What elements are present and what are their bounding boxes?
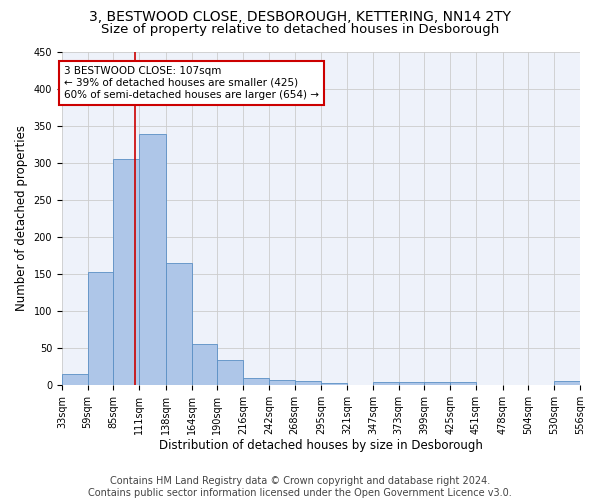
Bar [62,374,88,385]
Bar [113,159,139,385]
Bar [269,380,295,385]
Text: Size of property relative to detached houses in Desborough: Size of property relative to detached ho… [101,22,499,36]
Bar [322,382,347,385]
Bar [295,381,322,385]
Bar [399,382,424,385]
Bar [554,381,580,385]
Text: 3 BESTWOOD CLOSE: 107sqm
← 39% of detached houses are smaller (425)
60% of semi-: 3 BESTWOOD CLOSE: 107sqm ← 39% of detach… [64,66,319,100]
Y-axis label: Number of detached properties: Number of detached properties [15,125,28,311]
Bar [166,262,191,385]
Text: Contains HM Land Registry data © Crown copyright and database right 2024.
Contai: Contains HM Land Registry data © Crown c… [88,476,512,498]
Bar [243,378,269,385]
Bar [139,134,166,385]
Bar [424,382,450,385]
Bar [450,382,476,385]
Bar [88,272,113,385]
X-axis label: Distribution of detached houses by size in Desborough: Distribution of detached houses by size … [159,440,483,452]
Text: 3, BESTWOOD CLOSE, DESBOROUGH, KETTERING, NN14 2TY: 3, BESTWOOD CLOSE, DESBOROUGH, KETTERING… [89,10,511,24]
Bar [191,344,217,385]
Bar [373,382,399,385]
Bar [217,360,243,385]
